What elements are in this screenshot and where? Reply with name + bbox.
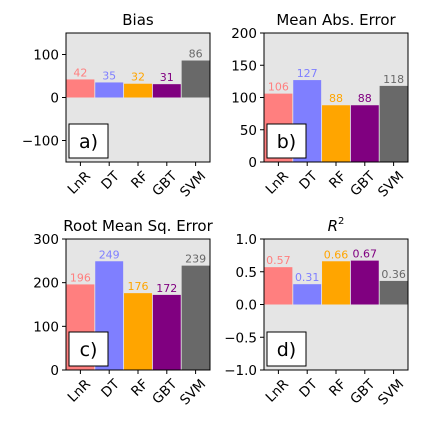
bar-lnr xyxy=(66,79,95,98)
bar-rf xyxy=(322,261,350,305)
value-label-lnr: 106 xyxy=(268,81,289,94)
y-tick-label: 1.0 xyxy=(236,232,257,248)
x-tick-label-svm: SVM xyxy=(375,168,407,200)
value-label-rf: 88 xyxy=(329,92,343,105)
bar-svm xyxy=(181,265,210,370)
x-tick-label-lnr: LnR xyxy=(65,168,94,197)
y-tick-label: 100 xyxy=(33,48,59,64)
bar-dt xyxy=(95,82,124,98)
value-label-gbt: 172 xyxy=(156,282,177,295)
value-label-dt: 35 xyxy=(102,69,116,82)
x-tick-label-gbt: GBT xyxy=(149,168,181,200)
bar-rf xyxy=(322,105,350,162)
bar-gbt xyxy=(350,260,379,305)
x-tick-label-lnr: LnR xyxy=(263,168,292,197)
x-tick-label-gbt: GBT xyxy=(149,376,181,408)
panel-label: a) xyxy=(79,131,98,153)
value-label-lnr: 0.57 xyxy=(266,254,291,267)
chart-title: Root Mean Sq. Error xyxy=(63,217,213,235)
x-tick-label-svm: SVM xyxy=(177,168,209,200)
bar-gbt xyxy=(152,84,181,98)
bar-gbt xyxy=(152,294,181,370)
bar-svm xyxy=(379,85,408,162)
x-tick-label-gbt: GBT xyxy=(347,168,379,200)
chart-title: Mean Abs. Error xyxy=(276,11,396,29)
value-label-svm: 239 xyxy=(185,253,206,266)
y-tick-label: 0.5 xyxy=(236,265,257,281)
bar-svm xyxy=(379,280,408,305)
value-label-lnr: 196 xyxy=(70,271,91,284)
bar-lnr xyxy=(264,267,293,305)
x-tick-label-gbt: GBT xyxy=(347,376,379,408)
value-label-gbt: 31 xyxy=(160,71,174,84)
panel-label-box xyxy=(266,123,307,159)
chart-title: Bias xyxy=(122,11,154,29)
y-tick-label: 0 xyxy=(248,155,257,171)
value-label-dt: 127 xyxy=(297,67,318,80)
y-tick-label: 150 xyxy=(231,58,257,74)
value-label-dt: 249 xyxy=(99,248,120,261)
bar-gbt xyxy=(350,105,379,162)
x-tick-label-lnr: LnR xyxy=(65,376,94,405)
value-label-svm: 118 xyxy=(383,73,404,86)
x-tick-label-svm: SVM xyxy=(177,376,209,408)
x-tick-label-svm: SVM xyxy=(375,376,407,408)
x-tick-label-lnr: LnR xyxy=(263,376,292,405)
value-label-svm: 0.36 xyxy=(381,268,406,281)
bar-rf xyxy=(124,293,152,370)
y-tick-label: 100 xyxy=(231,91,257,107)
y-tick-label: 100 xyxy=(33,319,59,335)
value-label-rf: 176 xyxy=(128,280,149,293)
value-label-dt: 0.31 xyxy=(295,271,320,284)
value-label-gbt: 0.67 xyxy=(353,248,378,261)
bar-svm xyxy=(181,60,210,98)
y-tick-label: 0 xyxy=(50,91,59,107)
value-label-lnr: 42 xyxy=(73,66,87,79)
bar-dt xyxy=(293,284,322,305)
value-label-gbt: 88 xyxy=(358,92,372,105)
panel-label: c) xyxy=(80,339,98,361)
value-label-rf: 0.66 xyxy=(324,248,349,261)
y-tick-label: 0.0 xyxy=(236,298,257,314)
x-tick-label-dt: DT xyxy=(296,376,321,401)
y-tick-label: 0 xyxy=(50,363,59,379)
y-tick-label: −100 xyxy=(22,134,59,150)
value-label-rf: 32 xyxy=(131,71,145,84)
value-label-svm: 86 xyxy=(189,48,203,61)
chart-panel-4: 0.57 0.31 0.66 0.670.36 −1.0 −0.5 0.0 0.5 1.0 LnR… xyxy=(224,216,409,408)
panel-label-box xyxy=(68,331,109,367)
panel-label: b) xyxy=(277,131,296,153)
panel-label: d) xyxy=(277,339,296,361)
y-tick-label: −0.5 xyxy=(224,330,257,346)
x-tick-label-dt: DT xyxy=(296,168,321,193)
y-tick-label: 50 xyxy=(240,123,257,139)
panel-label-box xyxy=(68,123,109,159)
y-tick-label: −1.0 xyxy=(224,363,257,379)
x-tick-label-dt: DT xyxy=(98,376,123,401)
x-tick-label-dt: DT xyxy=(98,168,123,193)
y-tick-label: 200 xyxy=(33,276,59,292)
panel-label-box xyxy=(266,331,307,367)
y-tick-label: 200 xyxy=(231,26,257,42)
chart-title: R2 xyxy=(328,216,345,235)
y-tick-label: 300 xyxy=(33,232,59,248)
bar-rf xyxy=(124,83,152,98)
